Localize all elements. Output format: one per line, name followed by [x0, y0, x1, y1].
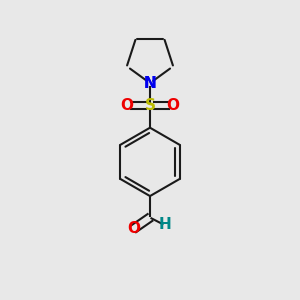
Text: N: N [144, 76, 156, 91]
Text: O: O [120, 98, 133, 113]
Text: N: N [144, 76, 156, 91]
Text: H: H [159, 218, 172, 232]
Text: O: O [127, 221, 140, 236]
Text: S: S [145, 98, 155, 113]
Text: O: O [167, 98, 180, 113]
